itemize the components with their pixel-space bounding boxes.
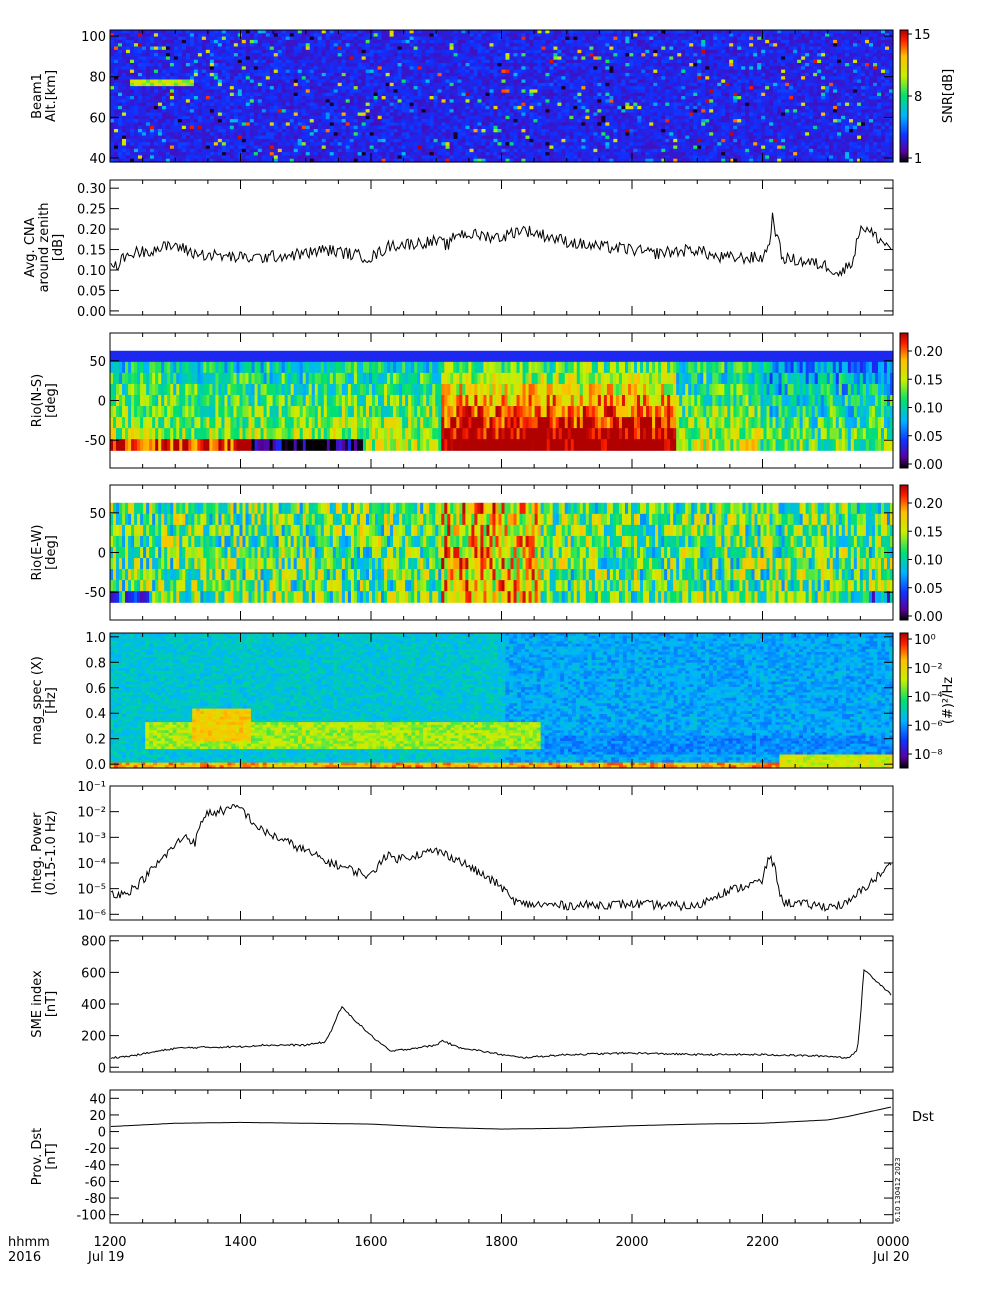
panel-1: 406080100Beam1 Alt.[km]1815SNR[dB] — [30, 28, 956, 167]
